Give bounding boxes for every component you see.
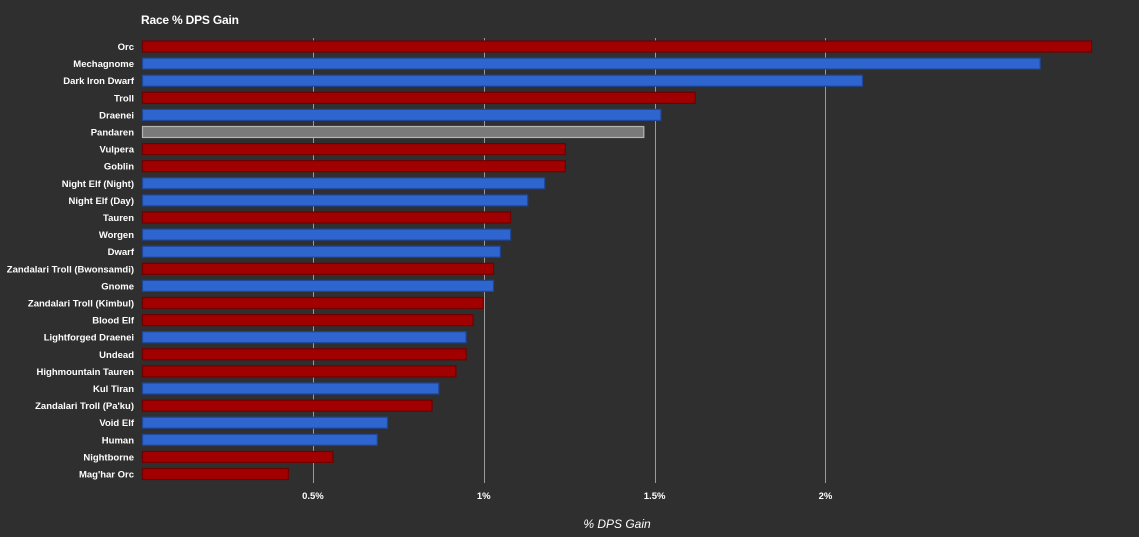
bar (141, 91, 696, 104)
category-label: Draenei (99, 110, 134, 121)
bar (141, 399, 433, 412)
bar (141, 382, 440, 395)
bar (141, 211, 512, 224)
category-label: Tauren (103, 213, 134, 224)
category-label: Nightborne (83, 452, 134, 463)
category-label: Blood Elf (92, 316, 135, 327)
category-label: Night Elf (Night) (62, 179, 134, 190)
bar (141, 177, 546, 190)
category-label: Pandaren (91, 128, 134, 139)
category-label: Vulpera (100, 145, 135, 156)
bar (141, 314, 474, 327)
category-label: Lightforged Draenei (44, 333, 134, 344)
bar (141, 433, 378, 446)
category-label: Troll (114, 93, 134, 104)
x-tick-label: 0.5% (302, 491, 324, 502)
bar (141, 40, 1093, 53)
category-label: Night Elf (Day) (69, 196, 134, 207)
bar (141, 125, 645, 139)
bar (141, 296, 484, 310)
category-label: Dark Iron Dwarf (63, 76, 135, 87)
category-label: Undead (99, 350, 134, 361)
category-label: Kul Tiran (93, 384, 134, 395)
category-label: Zandalari Troll (Kimbul) (28, 299, 134, 310)
chart-title: Race % DPS Gain (141, 13, 239, 27)
bar (141, 228, 512, 241)
category-label: Zandalari Troll (Bwonsamdi) (7, 264, 134, 275)
category-label: Zandalari Troll (Pa'ku) (35, 401, 134, 412)
category-label: Goblin (104, 162, 134, 173)
bar (141, 331, 467, 344)
x-tick-label: 1% (477, 491, 491, 502)
category-label: Mechagnome (73, 59, 134, 70)
category-label: Void Elf (99, 418, 134, 429)
bar (141, 245, 501, 258)
bar (141, 279, 495, 292)
bar (141, 57, 1041, 70)
x-tick-label: 2% (819, 491, 833, 502)
bar (141, 108, 662, 122)
category-label: Human (102, 435, 134, 446)
bar (141, 450, 334, 463)
category-label: Orc (118, 42, 134, 53)
bar (141, 348, 467, 361)
bar (141, 262, 495, 275)
category-label: Worgen (99, 230, 134, 241)
x-tick-label: 1.5% (644, 491, 666, 502)
bar (141, 143, 566, 156)
bar (141, 160, 566, 173)
category-label: Gnome (101, 281, 134, 292)
category-label: Highmountain Tauren (37, 367, 135, 378)
bar (141, 365, 457, 378)
category-label: Dwarf (108, 247, 135, 258)
bar (141, 194, 529, 207)
bar (141, 416, 389, 429)
bar (141, 467, 289, 481)
x-axis-label: % DPS Gain (583, 517, 651, 531)
category-label: Mag'har Orc (79, 470, 134, 481)
bar (141, 74, 864, 87)
